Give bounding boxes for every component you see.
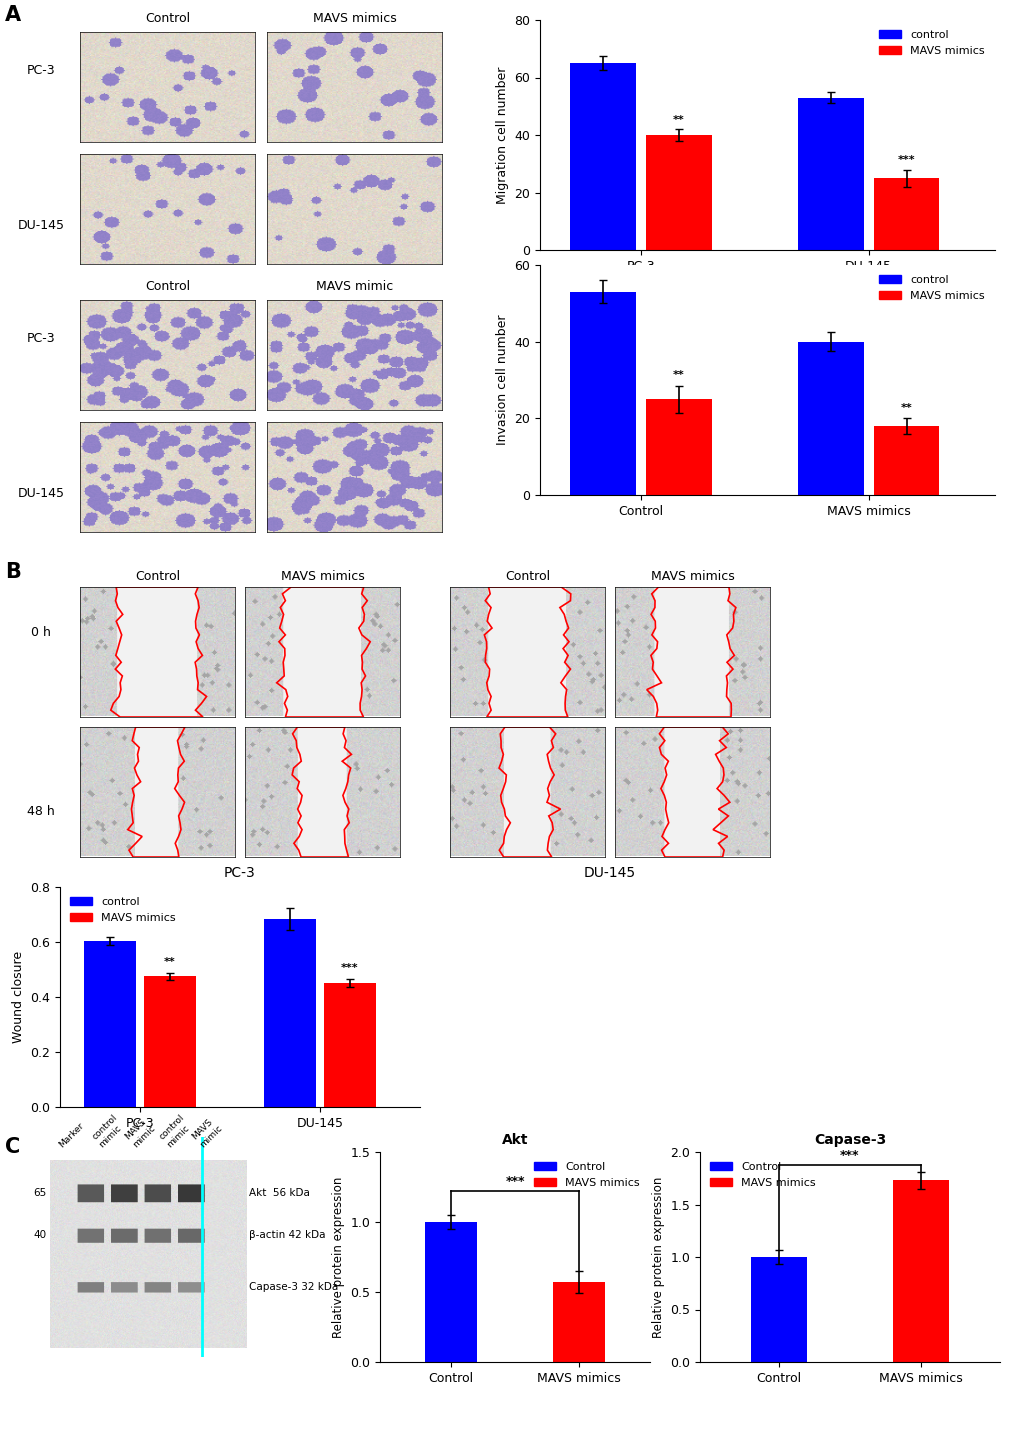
Y-axis label: Invasion cell number: Invasion cell number (495, 315, 508, 445)
Text: A: A (5, 4, 21, 25)
Bar (750, 1257, 807, 1363)
Text: MAVS mimics: MAVS mimics (280, 571, 364, 584)
Y-axis label: Relative protein expression: Relative protein expression (651, 1176, 664, 1338)
Bar (324, 983, 376, 1107)
Text: Marker: Marker (57, 1121, 86, 1149)
Text: 65: 65 (34, 1188, 47, 1198)
Bar (797, 341, 863, 496)
Y-axis label: Migration cell number: Migration cell number (495, 66, 508, 204)
Text: 48 h: 48 h (28, 805, 55, 818)
Text: PC-3: PC-3 (26, 64, 55, 77)
Text: **: ** (673, 370, 684, 380)
Bar (873, 178, 938, 250)
Text: β-actin 42 kDa: β-actin 42 kDa (249, 1230, 325, 1240)
Text: MAVS mimic: MAVS mimic (316, 280, 392, 293)
Text: ***: *** (897, 155, 914, 165)
Text: **: ** (673, 116, 684, 124)
Legend: Control, MAVS mimics: Control, MAVS mimics (705, 1157, 819, 1192)
Text: PC-3: PC-3 (224, 866, 256, 880)
Bar (264, 919, 316, 1107)
Y-axis label: Wound closure: Wound closure (11, 951, 24, 1043)
Bar (645, 134, 711, 250)
Bar (645, 399, 711, 496)
Legend: control, MAVS mimics: control, MAVS mimics (65, 893, 180, 928)
Text: ***: *** (340, 962, 359, 972)
Bar (797, 98, 863, 250)
Text: 40: 40 (34, 1230, 47, 1240)
Text: ***: *** (840, 1150, 859, 1162)
Text: MAVS mimics: MAVS mimics (312, 13, 396, 26)
Text: Control: Control (145, 13, 190, 26)
Text: C: C (5, 1137, 20, 1157)
Text: MAVS mimics: MAVS mimics (650, 571, 734, 584)
Text: DU-145: DU-145 (17, 220, 64, 233)
Text: MAVS
mimic: MAVS mimic (123, 1116, 157, 1149)
Text: 0 h: 0 h (31, 626, 51, 639)
Bar (553, 1282, 604, 1363)
Bar (570, 292, 636, 496)
Text: **: ** (900, 403, 912, 413)
Bar (425, 1222, 476, 1363)
Text: Capase-3 32 kDa: Capase-3 32 kDa (249, 1282, 338, 1292)
Text: DU-145: DU-145 (17, 487, 64, 500)
Text: DU-145: DU-145 (583, 866, 636, 880)
Text: MAVS
mimic: MAVS mimic (191, 1116, 223, 1149)
Text: control
mimic: control mimic (90, 1113, 126, 1149)
Text: Akt  56 kDa: Akt 56 kDa (249, 1188, 310, 1198)
Legend: control, MAVS mimics: control, MAVS mimics (874, 270, 988, 305)
Y-axis label: Relative protein expression: Relative protein expression (331, 1176, 344, 1338)
Legend: control, MAVS mimics: control, MAVS mimics (874, 26, 988, 61)
Title: Capase-3: Capase-3 (813, 1133, 886, 1147)
Text: **: ** (164, 957, 175, 967)
Text: Control: Control (135, 571, 180, 584)
Bar (144, 977, 196, 1107)
Text: Control: Control (145, 280, 190, 293)
Bar (84, 941, 136, 1107)
Bar (892, 1181, 949, 1363)
Text: ***: *** (504, 1175, 524, 1188)
Text: Control: Control (504, 571, 549, 584)
Bar (570, 64, 636, 250)
Title: Akt: Akt (501, 1133, 528, 1147)
Legend: Control, MAVS mimics: Control, MAVS mimics (529, 1157, 644, 1192)
Text: control
mimic: control mimic (158, 1113, 194, 1149)
Bar (873, 426, 938, 496)
Text: PC-3: PC-3 (26, 332, 55, 345)
Text: B: B (5, 562, 20, 582)
